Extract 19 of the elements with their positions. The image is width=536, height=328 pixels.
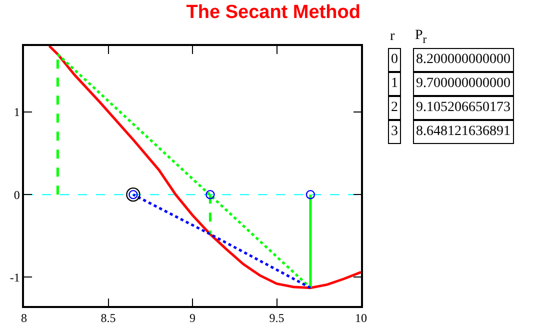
text: 8.200000000000 xyxy=(413,48,514,72)
chart-title: The Secant Method xyxy=(186,2,360,24)
x-tick-label: 9 xyxy=(190,311,196,326)
text: 9.105206650173 xyxy=(413,96,514,120)
text: 9.700000000000 xyxy=(413,72,514,96)
x-tick-label: 8 xyxy=(21,311,27,326)
y-tick-label: 0 xyxy=(14,188,20,202)
x-tick-label: 9.5 xyxy=(269,311,284,326)
text: 2 xyxy=(388,96,401,120)
x-tick-label: 10 xyxy=(355,311,367,326)
text: r xyxy=(389,28,396,46)
text: 3 xyxy=(388,120,401,144)
x-tick-label: 8.5 xyxy=(100,311,116,326)
text: P$_{r}$ xyxy=(414,27,428,48)
y-tick-label: -1 xyxy=(10,270,20,284)
text: 1 xyxy=(388,72,401,96)
text: 8.648121636891 xyxy=(413,120,514,144)
text: 0 xyxy=(388,48,401,72)
y-tick-label: 1 xyxy=(14,105,20,120)
